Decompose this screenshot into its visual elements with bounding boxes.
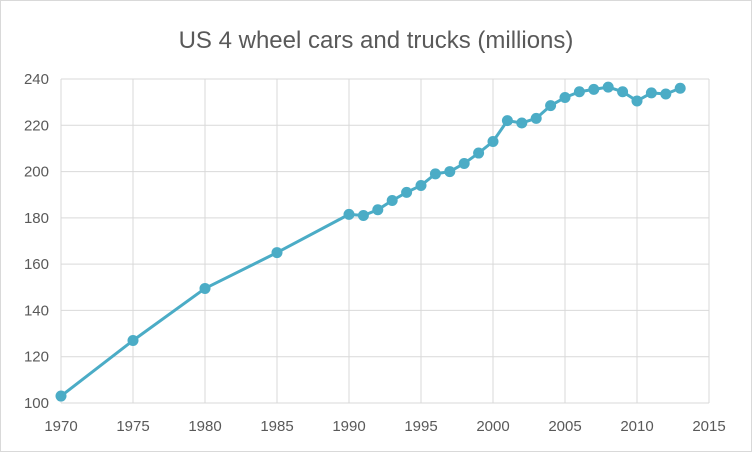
x-tick-label: 2005 [548, 418, 581, 435]
data-point [660, 88, 672, 100]
data-point [401, 186, 413, 198]
x-tick-label: 1970 [44, 418, 77, 435]
data-point [674, 82, 686, 94]
data-point [501, 115, 513, 127]
y-axis-tick-labels: 100 120 140 160 180 200 220 240 [24, 71, 49, 412]
y-tick-label: 100 [24, 395, 49, 412]
x-tick-label: 1985 [260, 418, 293, 435]
y-tick-label: 240 [24, 71, 49, 88]
data-point [573, 86, 585, 98]
y-tick-label: 160 [24, 256, 49, 273]
data-point [545, 100, 557, 112]
x-tick-label: 1990 [332, 418, 365, 435]
data-point [516, 117, 528, 129]
y-tick-label: 180 [24, 210, 49, 227]
data-point [357, 210, 369, 222]
data-point [372, 204, 384, 216]
x-tick-label: 1995 [404, 418, 437, 435]
gridlines [60, 78, 710, 404]
x-tick-label: 1980 [188, 418, 221, 435]
data-point [55, 390, 67, 402]
data-point [429, 168, 441, 180]
data-point [530, 112, 542, 124]
series-line [59, 85, 682, 398]
x-tick-label: 2010 [620, 418, 653, 435]
x-tick-label: 2000 [476, 418, 509, 435]
x-axis-tick-labels: 1970 1975 1980 1985 1990 1995 2000 2005 2010 2015 [44, 418, 725, 435]
y-tick-label: 220 [24, 117, 49, 134]
data-point [415, 179, 427, 191]
chart-title: US 4 wheel cars and trucks (millions) [179, 27, 574, 54]
data-point [473, 147, 485, 159]
series-cars-trucks [55, 81, 686, 402]
data-point [444, 166, 456, 178]
data-point [631, 95, 643, 107]
data-point [127, 335, 139, 347]
y-tick-label: 200 [24, 164, 49, 181]
data-point [617, 86, 629, 98]
data-point [645, 87, 657, 99]
data-point [602, 81, 614, 93]
data-point [458, 157, 470, 169]
data-point [559, 92, 571, 104]
data-point [487, 135, 499, 147]
x-tick-label: 1975 [116, 418, 149, 435]
data-point [588, 83, 600, 95]
y-tick-label: 120 [24, 349, 49, 366]
x-tick-label: 2015 [692, 418, 725, 435]
data-point [271, 247, 283, 259]
data-point [386, 195, 398, 206]
data-point [199, 282, 211, 294]
y-tick-label: 140 [24, 302, 49, 319]
data-point [343, 208, 355, 220]
